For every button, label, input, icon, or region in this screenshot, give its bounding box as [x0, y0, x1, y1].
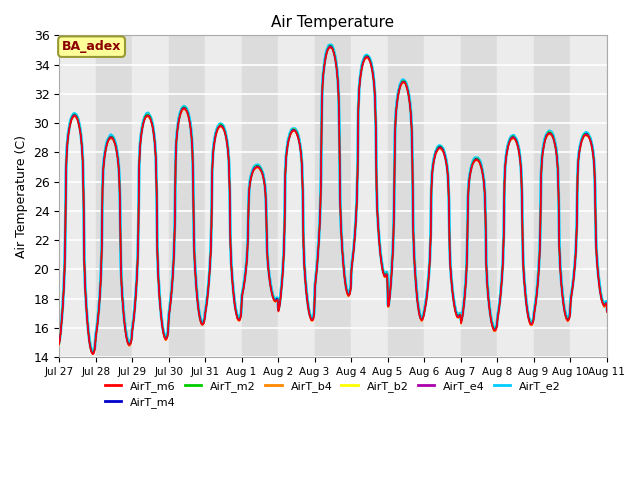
Bar [497, 36, 534, 357]
Bar [424, 36, 461, 357]
Bar [205, 36, 242, 357]
Bar [351, 36, 388, 357]
Bar [461, 36, 497, 357]
Bar [534, 36, 570, 357]
Bar [570, 36, 607, 357]
Title: Air Temperature: Air Temperature [271, 15, 394, 30]
Bar [242, 36, 278, 357]
Bar [59, 36, 95, 357]
Bar [132, 36, 168, 357]
Bar [168, 36, 205, 357]
Bar [95, 36, 132, 357]
Bar [607, 36, 640, 357]
Legend: AirT_m6, AirT_m4, AirT_m2, AirT_b4, AirT_b2, AirT_e4, AirT_e2: AirT_m6, AirT_m4, AirT_m2, AirT_b4, AirT… [100, 376, 566, 413]
Bar [388, 36, 424, 357]
Bar [278, 36, 315, 357]
Bar [315, 36, 351, 357]
Y-axis label: Air Temperature (C): Air Temperature (C) [15, 135, 28, 258]
Text: BA_adex: BA_adex [62, 40, 121, 53]
